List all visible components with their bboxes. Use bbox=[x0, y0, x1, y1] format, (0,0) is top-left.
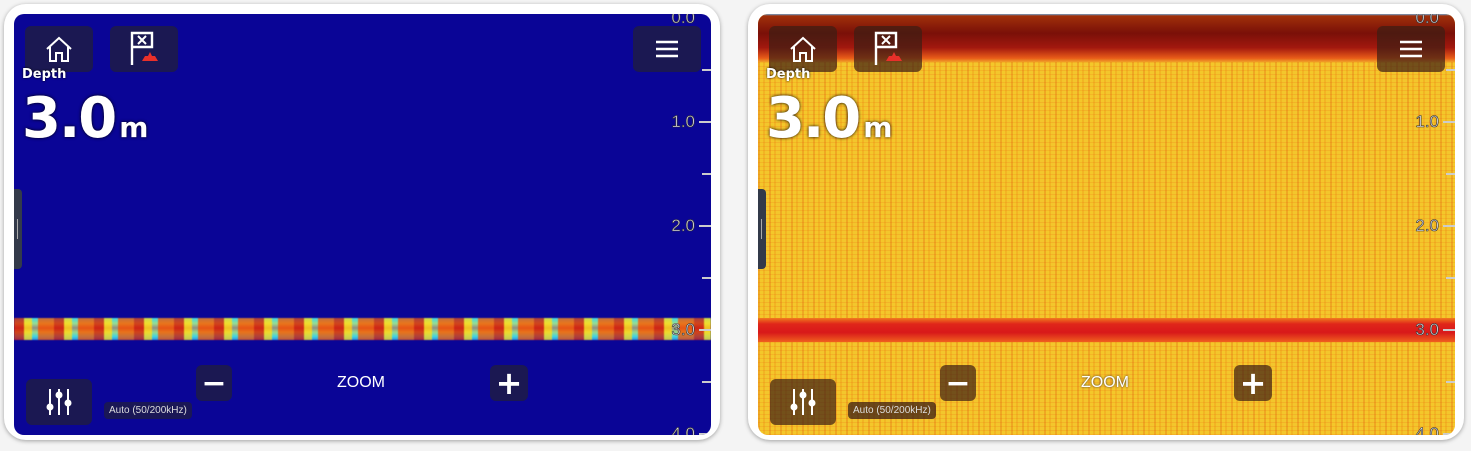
depth-scale-label: 2.0 bbox=[671, 216, 695, 236]
zoom-out-button[interactable]: − bbox=[940, 365, 976, 401]
sonar-display[interactable]: Depth 3.0 m Auto (50/200kHz) − ZOOM + 0.0… bbox=[758, 14, 1455, 435]
depth-value: 3.0 bbox=[22, 86, 117, 151]
waypoint-flag-icon bbox=[130, 31, 158, 65]
waypoint-flag-icon bbox=[874, 31, 902, 65]
depth-scale-tick bbox=[699, 225, 711, 227]
sliders-icon bbox=[46, 389, 72, 415]
depth-scale-minor-tick bbox=[1446, 69, 1455, 71]
frequency-label: Auto (50/200kHz) bbox=[104, 402, 192, 419]
sidebar-drag-handle[interactable] bbox=[758, 189, 766, 269]
depth-readout: 3.0 m bbox=[766, 86, 892, 151]
zoom-out-button[interactable]: − bbox=[196, 365, 232, 401]
depth-scale-label: 0.0 bbox=[1415, 14, 1439, 27]
depth-scale-tick bbox=[1443, 121, 1455, 123]
zoom-in-button[interactable]: + bbox=[490, 364, 528, 402]
depth-scale-tick bbox=[1443, 329, 1455, 331]
sidebar-drag-handle[interactable] bbox=[14, 189, 22, 269]
home-button[interactable] bbox=[769, 26, 837, 72]
depth-scale-label: 2.0 bbox=[1415, 216, 1439, 236]
depth-label: Depth bbox=[22, 67, 67, 82]
depth-scale-minor-tick bbox=[702, 173, 711, 175]
depth-scale-tick bbox=[699, 433, 711, 435]
home-icon bbox=[790, 36, 816, 62]
sonar-settings-button[interactable] bbox=[26, 379, 92, 425]
home-icon bbox=[46, 36, 72, 62]
depth-scale-label: 3.0 bbox=[1415, 320, 1439, 340]
menu-button[interactable] bbox=[633, 26, 701, 72]
sonar-panel-yellow: Depth 3.0 m Auto (50/200kHz) − ZOOM + 0.0… bbox=[748, 4, 1464, 440]
sliders-icon bbox=[790, 389, 816, 415]
frequency-label: Auto (50/200kHz) bbox=[848, 402, 936, 419]
depth-scale-minor-tick bbox=[1446, 381, 1455, 383]
depth-value: 3.0 bbox=[766, 86, 861, 151]
depth-scale-tick bbox=[699, 121, 711, 123]
waypoint-button[interactable] bbox=[110, 26, 178, 72]
bottom-echo bbox=[14, 318, 711, 340]
home-button[interactable] bbox=[25, 26, 93, 72]
depth-scale-tick bbox=[699, 329, 711, 331]
depth-scale-label: 1.0 bbox=[671, 112, 695, 132]
sonar-display[interactable]: Depth 3.0 m Auto (50/200kHz) − ZOOM + 0.0… bbox=[14, 14, 711, 435]
depth-scale-tick bbox=[1443, 225, 1455, 227]
hamburger-menu-icon bbox=[656, 40, 678, 58]
depth-scale-tick bbox=[1443, 433, 1455, 435]
zoom-label: ZOOM bbox=[1081, 374, 1129, 391]
zoom-label: ZOOM bbox=[337, 374, 385, 391]
depth-scale-minor-tick bbox=[702, 381, 711, 383]
depth-scale-label: 0.0 bbox=[671, 14, 695, 27]
depth-scale-minor-tick bbox=[1446, 277, 1455, 279]
depth-scale-minor-tick bbox=[702, 69, 711, 71]
depth-scale-minor-tick bbox=[702, 277, 711, 279]
depth-scale-minor-tick bbox=[1446, 173, 1455, 175]
depth-unit: m bbox=[119, 111, 149, 144]
depth-readout: 3.0 m bbox=[22, 86, 148, 151]
zoom-in-button[interactable]: + bbox=[1234, 364, 1272, 402]
depth-scale-label: 1.0 bbox=[1415, 112, 1439, 132]
hamburger-menu-icon bbox=[1400, 40, 1422, 58]
depth-scale-label: 4.0 bbox=[1415, 424, 1439, 435]
bottom-echo bbox=[758, 318, 1455, 342]
sonar-settings-button[interactable] bbox=[770, 379, 836, 425]
sonar-panel-blue: Depth 3.0 m Auto (50/200kHz) − ZOOM + 0.0… bbox=[4, 4, 720, 440]
waypoint-button[interactable] bbox=[854, 26, 922, 72]
depth-unit: m bbox=[863, 111, 893, 144]
depth-scale-label: 3.0 bbox=[671, 320, 695, 340]
menu-button[interactable] bbox=[1377, 26, 1445, 72]
depth-label: Depth bbox=[766, 67, 811, 82]
depth-scale-label: 4.0 bbox=[671, 424, 695, 435]
